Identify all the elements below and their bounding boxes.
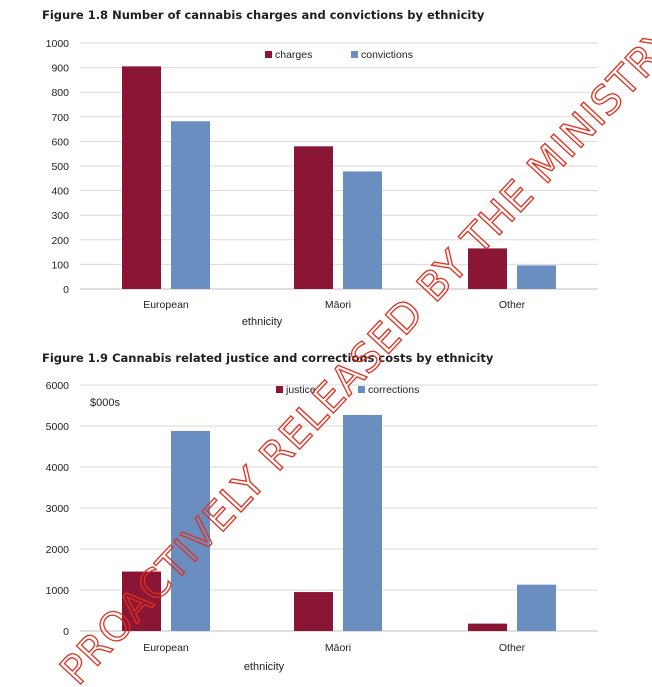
x-axis-label: ethnicity — [242, 316, 283, 328]
bar-justice-other — [468, 623, 507, 631]
y-tick-label: 5000 — [46, 421, 70, 433]
y-tick-label: 900 — [51, 63, 69, 75]
legend-swatch-corrections — [358, 386, 365, 393]
legend-label-charges: charges — [275, 49, 312, 61]
x-category-label: European — [143, 299, 189, 311]
bar-charges-māori — [294, 146, 333, 289]
y-tick-label: 0 — [63, 284, 69, 296]
x-category-label: Other — [499, 642, 526, 654]
y-tick-label: 2000 — [46, 544, 70, 556]
unit-note: $000s — [90, 397, 120, 409]
bar-charges-other — [468, 248, 507, 289]
legend-swatch-convictions — [351, 51, 358, 58]
legend-label-corrections: corrections — [368, 384, 419, 396]
y-tick-label: 100 — [51, 259, 69, 271]
x-category-label: Māori — [325, 642, 351, 654]
x-category-label: Māori — [325, 299, 351, 311]
y-tick-label: 0 — [63, 626, 69, 638]
legend-label-convictions: convictions — [361, 49, 413, 61]
figure-1-9-title: Figure 1.9 Cannabis related justice and … — [42, 351, 494, 365]
figure-1-8-title: Figure 1.8 Number of cannabis charges an… — [42, 8, 485, 22]
legend-swatch-charges — [265, 51, 272, 58]
x-category-label: Other — [499, 299, 526, 311]
y-tick-label: 600 — [51, 136, 69, 148]
y-tick-label: 500 — [51, 161, 69, 173]
y-tick-label: 1000 — [46, 585, 70, 597]
bar-corrections-european — [171, 430, 210, 631]
y-tick-label: 4000 — [46, 462, 70, 474]
legend-label-justice: justice — [285, 384, 316, 396]
bar-justice-māori — [294, 592, 333, 631]
y-tick-label: 1000 — [46, 38, 70, 50]
bar-corrections-other — [517, 584, 556, 631]
x-axis-label: ethnicity — [244, 661, 285, 673]
y-tick-label: 6000 — [46, 380, 70, 392]
y-tick-label: 400 — [51, 186, 69, 198]
y-tick-label: 300 — [51, 210, 69, 222]
x-category-label: European — [143, 642, 189, 654]
legend-swatch-justice — [276, 386, 283, 393]
bar-corrections-māori — [343, 414, 382, 631]
y-tick-label: 700 — [51, 112, 69, 124]
bar-convictions-other — [517, 265, 556, 289]
chart-charges-convictions: 0 100 200 300 400 500 600 700 800 900 1000 European… — [46, 38, 598, 328]
bar-charges-european — [122, 66, 161, 290]
y-tick-label: 800 — [51, 87, 69, 99]
y-tick-label: 3000 — [46, 503, 70, 515]
y-tick-label: 200 — [51, 235, 69, 247]
bar-convictions-european — [171, 121, 210, 289]
bar-convictions-māori — [343, 171, 382, 289]
bar-justice-european — [122, 571, 161, 631]
